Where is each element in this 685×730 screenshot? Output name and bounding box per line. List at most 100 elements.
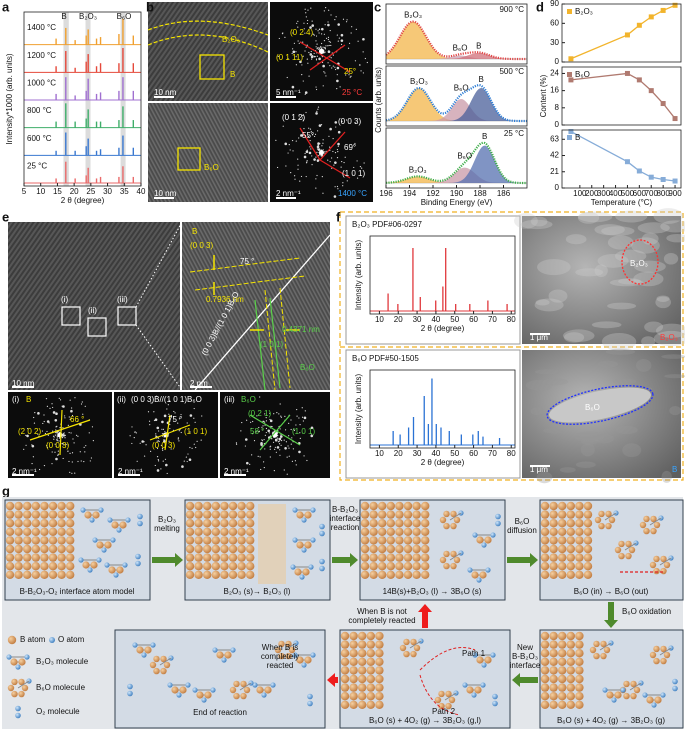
b-atom [369,510,378,519]
b-atom [194,536,203,545]
o-atom [602,687,608,693]
b-atom [378,519,387,528]
b-atom [403,544,413,554]
b-atom [540,562,550,571]
image-label: 25° [344,67,356,76]
image-label: B [672,465,677,474]
fft-spot [301,64,303,66]
b-atom [549,562,558,571]
b-atom [220,544,229,554]
fft-spot [279,403,281,405]
fft-spot [329,41,332,43]
step-caption: B-B₂O₃-O₂ interface atom model [20,587,135,596]
fft-spot [322,85,324,87]
b-atom [237,510,246,519]
fft-spot [327,23,330,27]
b-atom [194,501,203,511]
temperature-label: 25 °C [504,129,524,138]
b-atom [598,510,605,518]
fft-spot [278,37,280,40]
b-atom [108,566,116,574]
b-atom [5,544,15,554]
image-label: (0 1 2) [282,113,305,122]
fft-spot [249,463,251,465]
image-label: (0 0 3) [190,241,213,250]
b-atom [549,510,558,519]
b-atom [278,652,285,660]
b-atom [649,651,657,659]
data-marker [672,178,678,184]
peak-label: B [476,41,481,50]
fft-spot [316,47,319,49]
b-atom [566,570,575,579]
fft-spot [293,175,296,177]
sem-flake [565,234,587,245]
b-atom [403,501,413,511]
fft-spot [70,409,73,413]
tem-image [148,2,268,101]
scale-bar-label: 5 nm⁻¹ [276,88,301,97]
highlight [621,239,659,285]
o-atom [185,682,191,688]
b-atom [211,510,220,519]
fft-spot [366,61,368,64]
fft-spot [323,71,325,73]
x-tick-label: 25 [86,187,95,196]
fft-spot [347,47,350,49]
x-tick-label: 35 [120,187,129,196]
sem-flake [656,295,670,302]
fft-spot [277,55,279,57]
fft-spot [65,443,67,446]
image-label: (i) [61,295,68,304]
fft-spot [317,106,320,108]
fft-spot [304,410,306,412]
b-atom [654,696,662,704]
fft-spot [336,34,338,36]
o-atom [310,507,316,513]
sem-flake [543,427,567,434]
o-atom [495,513,501,520]
fft-spot [307,9,309,11]
b-atom [375,700,384,709]
arrow-label: completely [261,652,299,661]
fft-spot [269,456,271,458]
image-label: 66 ° [70,415,84,424]
o-atom [78,557,84,563]
fft-spot [139,442,141,444]
fft-spot [346,180,348,182]
data-marker [624,32,630,38]
b-atom [153,655,160,663]
legend-marker [567,9,572,14]
b-atom [243,686,251,694]
process-arrow [512,673,538,687]
b-atom [340,700,350,709]
b-atom [375,692,384,701]
image-label: 25 °C [342,88,362,97]
b-atom [40,562,49,571]
b-atom [583,527,593,536]
b-atom [340,666,350,675]
b-atom [583,519,593,528]
fft-spot [315,28,317,30]
fft-spot [136,460,138,462]
fft-spot [303,455,305,457]
peak-label: B₆O [454,84,469,93]
b-atom [369,544,378,554]
fft-spot [335,126,337,128]
b-atom [453,556,461,564]
b-atom [549,657,558,666]
axes-frame [369,369,516,449]
b-atom [237,544,246,554]
fit-component [386,55,527,59]
o-atom [480,682,486,688]
fft-spot [90,457,93,459]
b-atom [40,510,49,519]
fft-spot [70,432,72,434]
interface-line [147,34,269,53]
b-atom [643,515,650,523]
arrow-label: B-B₂O₃ [332,505,358,514]
b-atom [369,501,378,511]
sem-flake [597,253,629,268]
fft-spot [267,429,271,433]
b-atom [171,686,179,694]
